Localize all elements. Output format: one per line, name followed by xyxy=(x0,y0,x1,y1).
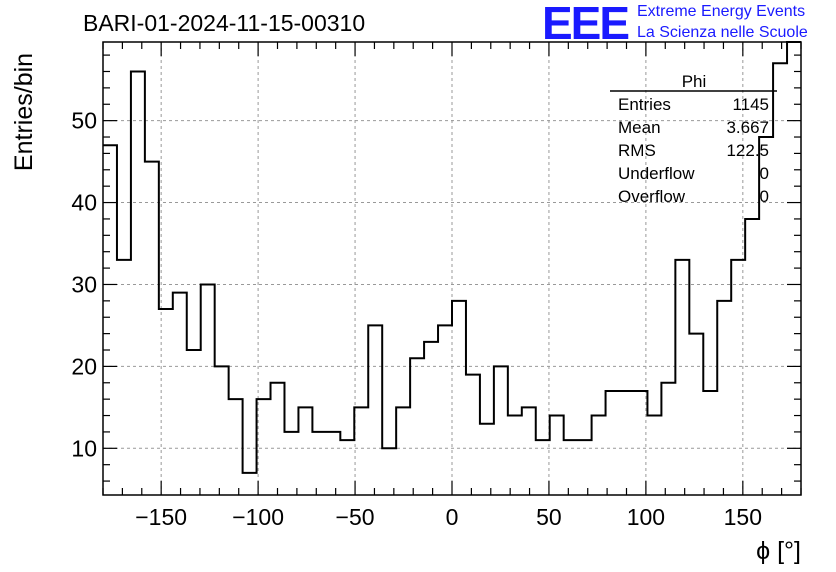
stats-row-label: Overflow xyxy=(618,187,686,206)
histogram-bin xyxy=(312,432,326,495)
histogram-bin xyxy=(689,334,703,495)
axis-ticks xyxy=(102,42,802,495)
histogram-bin xyxy=(201,284,215,495)
stats-row-value: 1145 xyxy=(732,95,769,114)
stats-row-value: 0 xyxy=(760,187,769,206)
histogram-bin xyxy=(480,424,494,495)
histogram-bin xyxy=(578,440,592,495)
x-tick-label: 50 xyxy=(536,504,562,530)
histogram-bin xyxy=(159,309,173,495)
logo-subtitle-1: Extreme Energy Events xyxy=(637,3,806,20)
stats-box-title: Phi xyxy=(682,72,707,91)
histogram-bin xyxy=(229,399,243,495)
logo-subtitle-2: La Scienza nelle Scuole xyxy=(637,24,808,41)
page-title: BARI-01-2024-11-15-00310 xyxy=(83,10,366,36)
histogram-bin xyxy=(550,416,564,495)
stats-row-value: 122.5 xyxy=(726,141,769,160)
stats-row-label: Entries xyxy=(618,95,671,114)
y-tick-label: 40 xyxy=(71,190,97,216)
histogram-bin xyxy=(368,325,382,495)
histogram-bin xyxy=(424,342,438,495)
histogram-bin xyxy=(410,358,424,495)
y-axis-label: Entries/bin xyxy=(10,53,38,171)
histogram-bin xyxy=(466,375,480,495)
stats-row-label: RMS xyxy=(618,141,656,160)
histogram-bin xyxy=(103,145,117,495)
stats-row-value: 3.667 xyxy=(726,118,769,137)
stats-row-label: Mean xyxy=(618,118,661,137)
histogram-bin xyxy=(620,391,634,495)
x-tick-label: −100 xyxy=(232,504,284,530)
histogram-bin xyxy=(215,366,229,495)
histogram-bin xyxy=(340,440,354,495)
histogram-bin xyxy=(243,473,257,495)
histogram-bin xyxy=(284,432,298,495)
histogram-bin xyxy=(717,301,731,495)
x-tick-label: −150 xyxy=(135,504,187,530)
y-tick-label: 50 xyxy=(71,108,97,134)
histogram-bin xyxy=(117,260,131,495)
x-tick-label: 150 xyxy=(724,504,762,530)
histogram-bin xyxy=(494,366,508,495)
stats-row-value: 0 xyxy=(760,164,769,183)
histogram-bin xyxy=(773,63,787,495)
x-tick-label: 100 xyxy=(627,504,665,530)
histogram-bin xyxy=(745,219,759,495)
histogram-bin xyxy=(633,391,647,495)
x-tick-label: −50 xyxy=(336,504,375,530)
histogram-bin xyxy=(438,325,452,495)
histogram-bin xyxy=(675,260,689,495)
histogram-bin xyxy=(131,71,145,495)
stats-box: Phi Entries 1145 Mean 3.667 RMS 122.5 Underflo… xyxy=(610,72,777,206)
histogram-bin xyxy=(173,293,187,495)
histogram-bin xyxy=(731,260,745,495)
histogram-bin xyxy=(508,416,522,495)
histogram-bin xyxy=(522,407,536,495)
histogram-bin xyxy=(145,162,159,495)
histogram-bin xyxy=(354,407,368,495)
histogram-bin xyxy=(452,301,466,495)
histogram-bin xyxy=(271,383,285,495)
histogram-bin xyxy=(536,440,550,495)
histogram-bin xyxy=(396,407,410,495)
tick-labels: −150 −100 −50 0 50 100 150 10 20 30 40 50 xyxy=(71,108,762,530)
y-tick-label: 10 xyxy=(71,435,97,461)
eee-logo: EEE xyxy=(542,0,630,49)
histogram-bin xyxy=(298,407,312,495)
histogram-bin xyxy=(703,391,717,495)
x-tick-label: 0 xyxy=(446,504,459,530)
histogram-bin xyxy=(257,399,271,495)
histogram-line xyxy=(103,41,801,474)
histogram-series xyxy=(103,41,801,495)
x-axis-label: ϕ [°] xyxy=(756,537,801,565)
histogram-bin xyxy=(661,383,675,495)
y-tick-label: 20 xyxy=(71,353,97,379)
histogram-bin xyxy=(326,432,340,495)
histogram-bin xyxy=(564,440,578,495)
histogram-bin xyxy=(647,416,661,495)
histogram-bin xyxy=(592,416,606,495)
histogram-bin xyxy=(382,448,396,495)
histogram-bin xyxy=(187,350,201,495)
y-tick-label: 30 xyxy=(71,271,97,297)
histogram-bin xyxy=(606,391,620,495)
stats-row-label: Underflow xyxy=(618,164,695,183)
